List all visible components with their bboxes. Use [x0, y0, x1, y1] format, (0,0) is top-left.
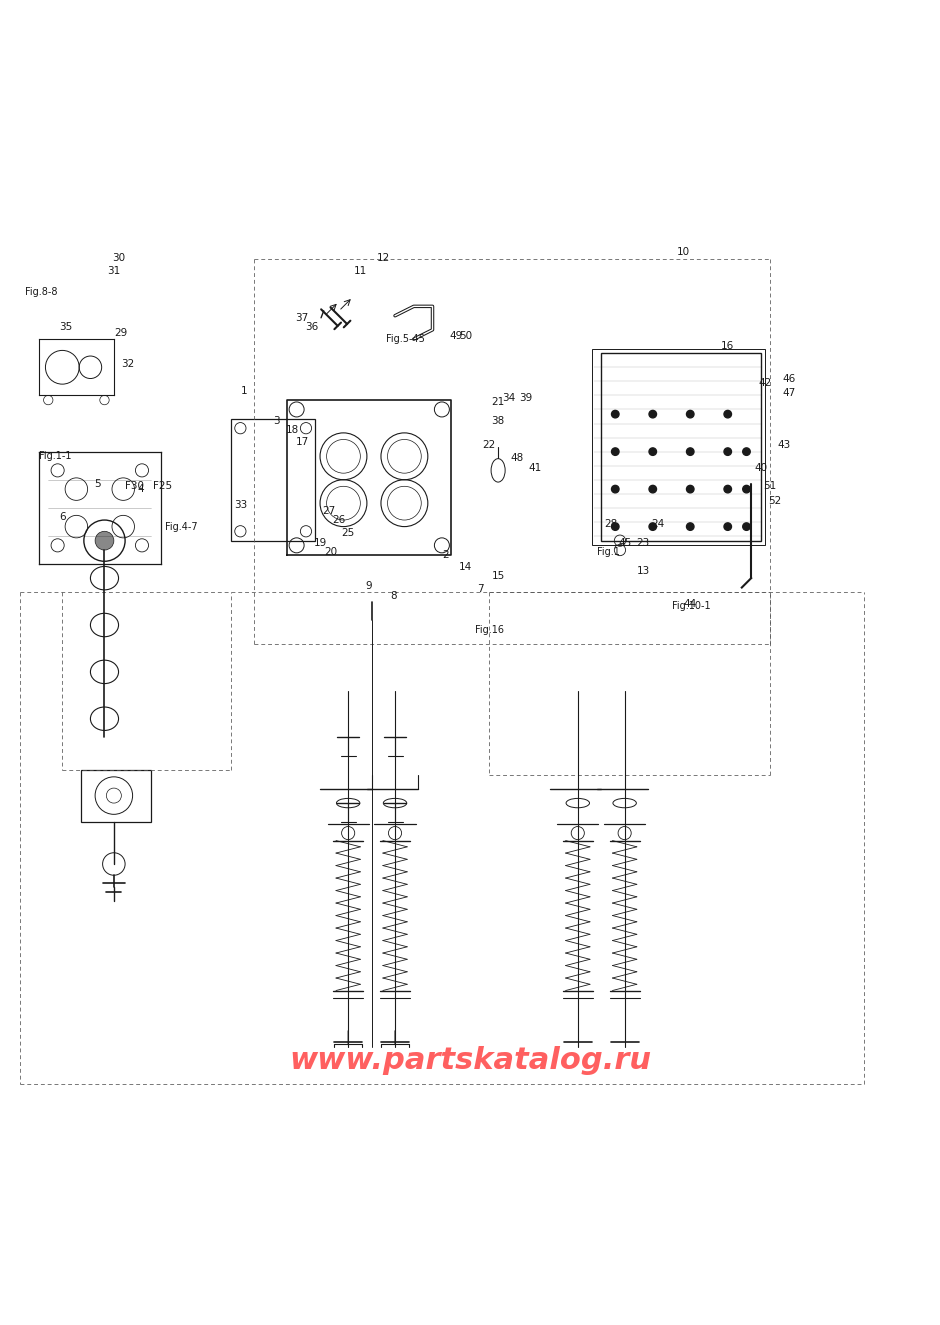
Text: 25: 25: [341, 529, 354, 538]
Circle shape: [743, 523, 750, 530]
Text: 50: 50: [459, 331, 472, 342]
Text: F25: F25: [153, 481, 172, 492]
Text: 41: 41: [529, 462, 542, 473]
Text: 49: 49: [449, 331, 462, 342]
Text: 52: 52: [768, 497, 781, 506]
Text: www.partskatalog.ru: www.partskatalog.ru: [289, 1047, 651, 1076]
Text: Fig.1-1: Fig.1-1: [39, 452, 71, 461]
Text: 24: 24: [650, 519, 664, 529]
Text: 10: 10: [677, 246, 690, 257]
Text: Fig.5-45: Fig.5-45: [385, 334, 425, 344]
Text: 9: 9: [365, 580, 371, 591]
Circle shape: [724, 485, 731, 493]
Text: 23: 23: [636, 538, 650, 547]
Text: Fig.8-8: Fig.8-8: [24, 288, 57, 297]
Text: 35: 35: [59, 322, 72, 333]
Text: 39: 39: [520, 394, 533, 403]
Circle shape: [649, 448, 656, 456]
Text: 14: 14: [459, 562, 472, 572]
Text: 2: 2: [442, 550, 448, 559]
Text: 12: 12: [377, 253, 390, 262]
Text: 6: 6: [59, 513, 66, 522]
Bar: [602, 354, 760, 541]
Text: 46: 46: [782, 375, 795, 384]
Text: 8: 8: [390, 591, 397, 602]
Text: 38: 38: [492, 416, 505, 425]
Text: Fig.10-1: Fig.10-1: [671, 602, 710, 611]
Circle shape: [743, 485, 750, 493]
Text: 18: 18: [286, 425, 300, 435]
Circle shape: [612, 411, 619, 417]
Circle shape: [686, 448, 694, 456]
Bar: [81, 770, 151, 822]
Text: 11: 11: [353, 266, 367, 276]
Text: Fig.16: Fig.16: [475, 624, 504, 635]
Circle shape: [724, 448, 731, 456]
Circle shape: [724, 411, 731, 417]
Circle shape: [686, 485, 694, 493]
Bar: [231, 419, 315, 541]
Circle shape: [612, 485, 619, 493]
Text: 36: 36: [305, 322, 318, 333]
Text: 31: 31: [107, 266, 120, 276]
Text: 48: 48: [510, 453, 524, 464]
Text: 22: 22: [482, 440, 495, 451]
Circle shape: [743, 448, 750, 456]
Text: 17: 17: [295, 437, 309, 448]
Text: 16: 16: [721, 341, 734, 351]
Bar: [592, 348, 765, 546]
Text: 27: 27: [322, 506, 336, 515]
Text: 13: 13: [636, 566, 650, 575]
Text: 1: 1: [241, 386, 247, 396]
Text: 32: 32: [121, 359, 134, 370]
Text: F30: F30: [125, 481, 144, 492]
Text: 21: 21: [492, 398, 505, 407]
Text: 20: 20: [323, 547, 337, 556]
Text: 3: 3: [274, 416, 280, 425]
Text: 15: 15: [492, 571, 505, 582]
Text: 44: 44: [683, 599, 697, 610]
Text: 37: 37: [295, 313, 309, 322]
Text: 51: 51: [763, 481, 776, 492]
Text: 47: 47: [782, 388, 795, 398]
Text: 42: 42: [759, 378, 772, 388]
Text: 5: 5: [94, 480, 101, 489]
Text: 28: 28: [603, 519, 618, 529]
Circle shape: [724, 523, 731, 530]
Circle shape: [649, 485, 656, 493]
Text: 43: 43: [777, 440, 791, 451]
Text: 40: 40: [755, 462, 768, 473]
Text: 33: 33: [234, 500, 247, 510]
Text: 7: 7: [478, 584, 484, 595]
Text: 29: 29: [115, 327, 128, 338]
Text: 34: 34: [502, 394, 515, 403]
Text: Fig.1: Fig.1: [597, 547, 619, 556]
Text: 45: 45: [618, 538, 631, 547]
Circle shape: [95, 531, 114, 550]
Text: 4: 4: [137, 484, 144, 494]
Text: 26: 26: [332, 515, 345, 525]
Circle shape: [612, 523, 619, 530]
Circle shape: [686, 411, 694, 417]
Circle shape: [649, 523, 656, 530]
Text: 30: 30: [112, 253, 125, 262]
Circle shape: [686, 523, 694, 530]
Circle shape: [649, 411, 656, 417]
Text: Fig.4-7: Fig.4-7: [165, 522, 198, 531]
Text: 19: 19: [314, 538, 327, 547]
Circle shape: [612, 448, 619, 456]
